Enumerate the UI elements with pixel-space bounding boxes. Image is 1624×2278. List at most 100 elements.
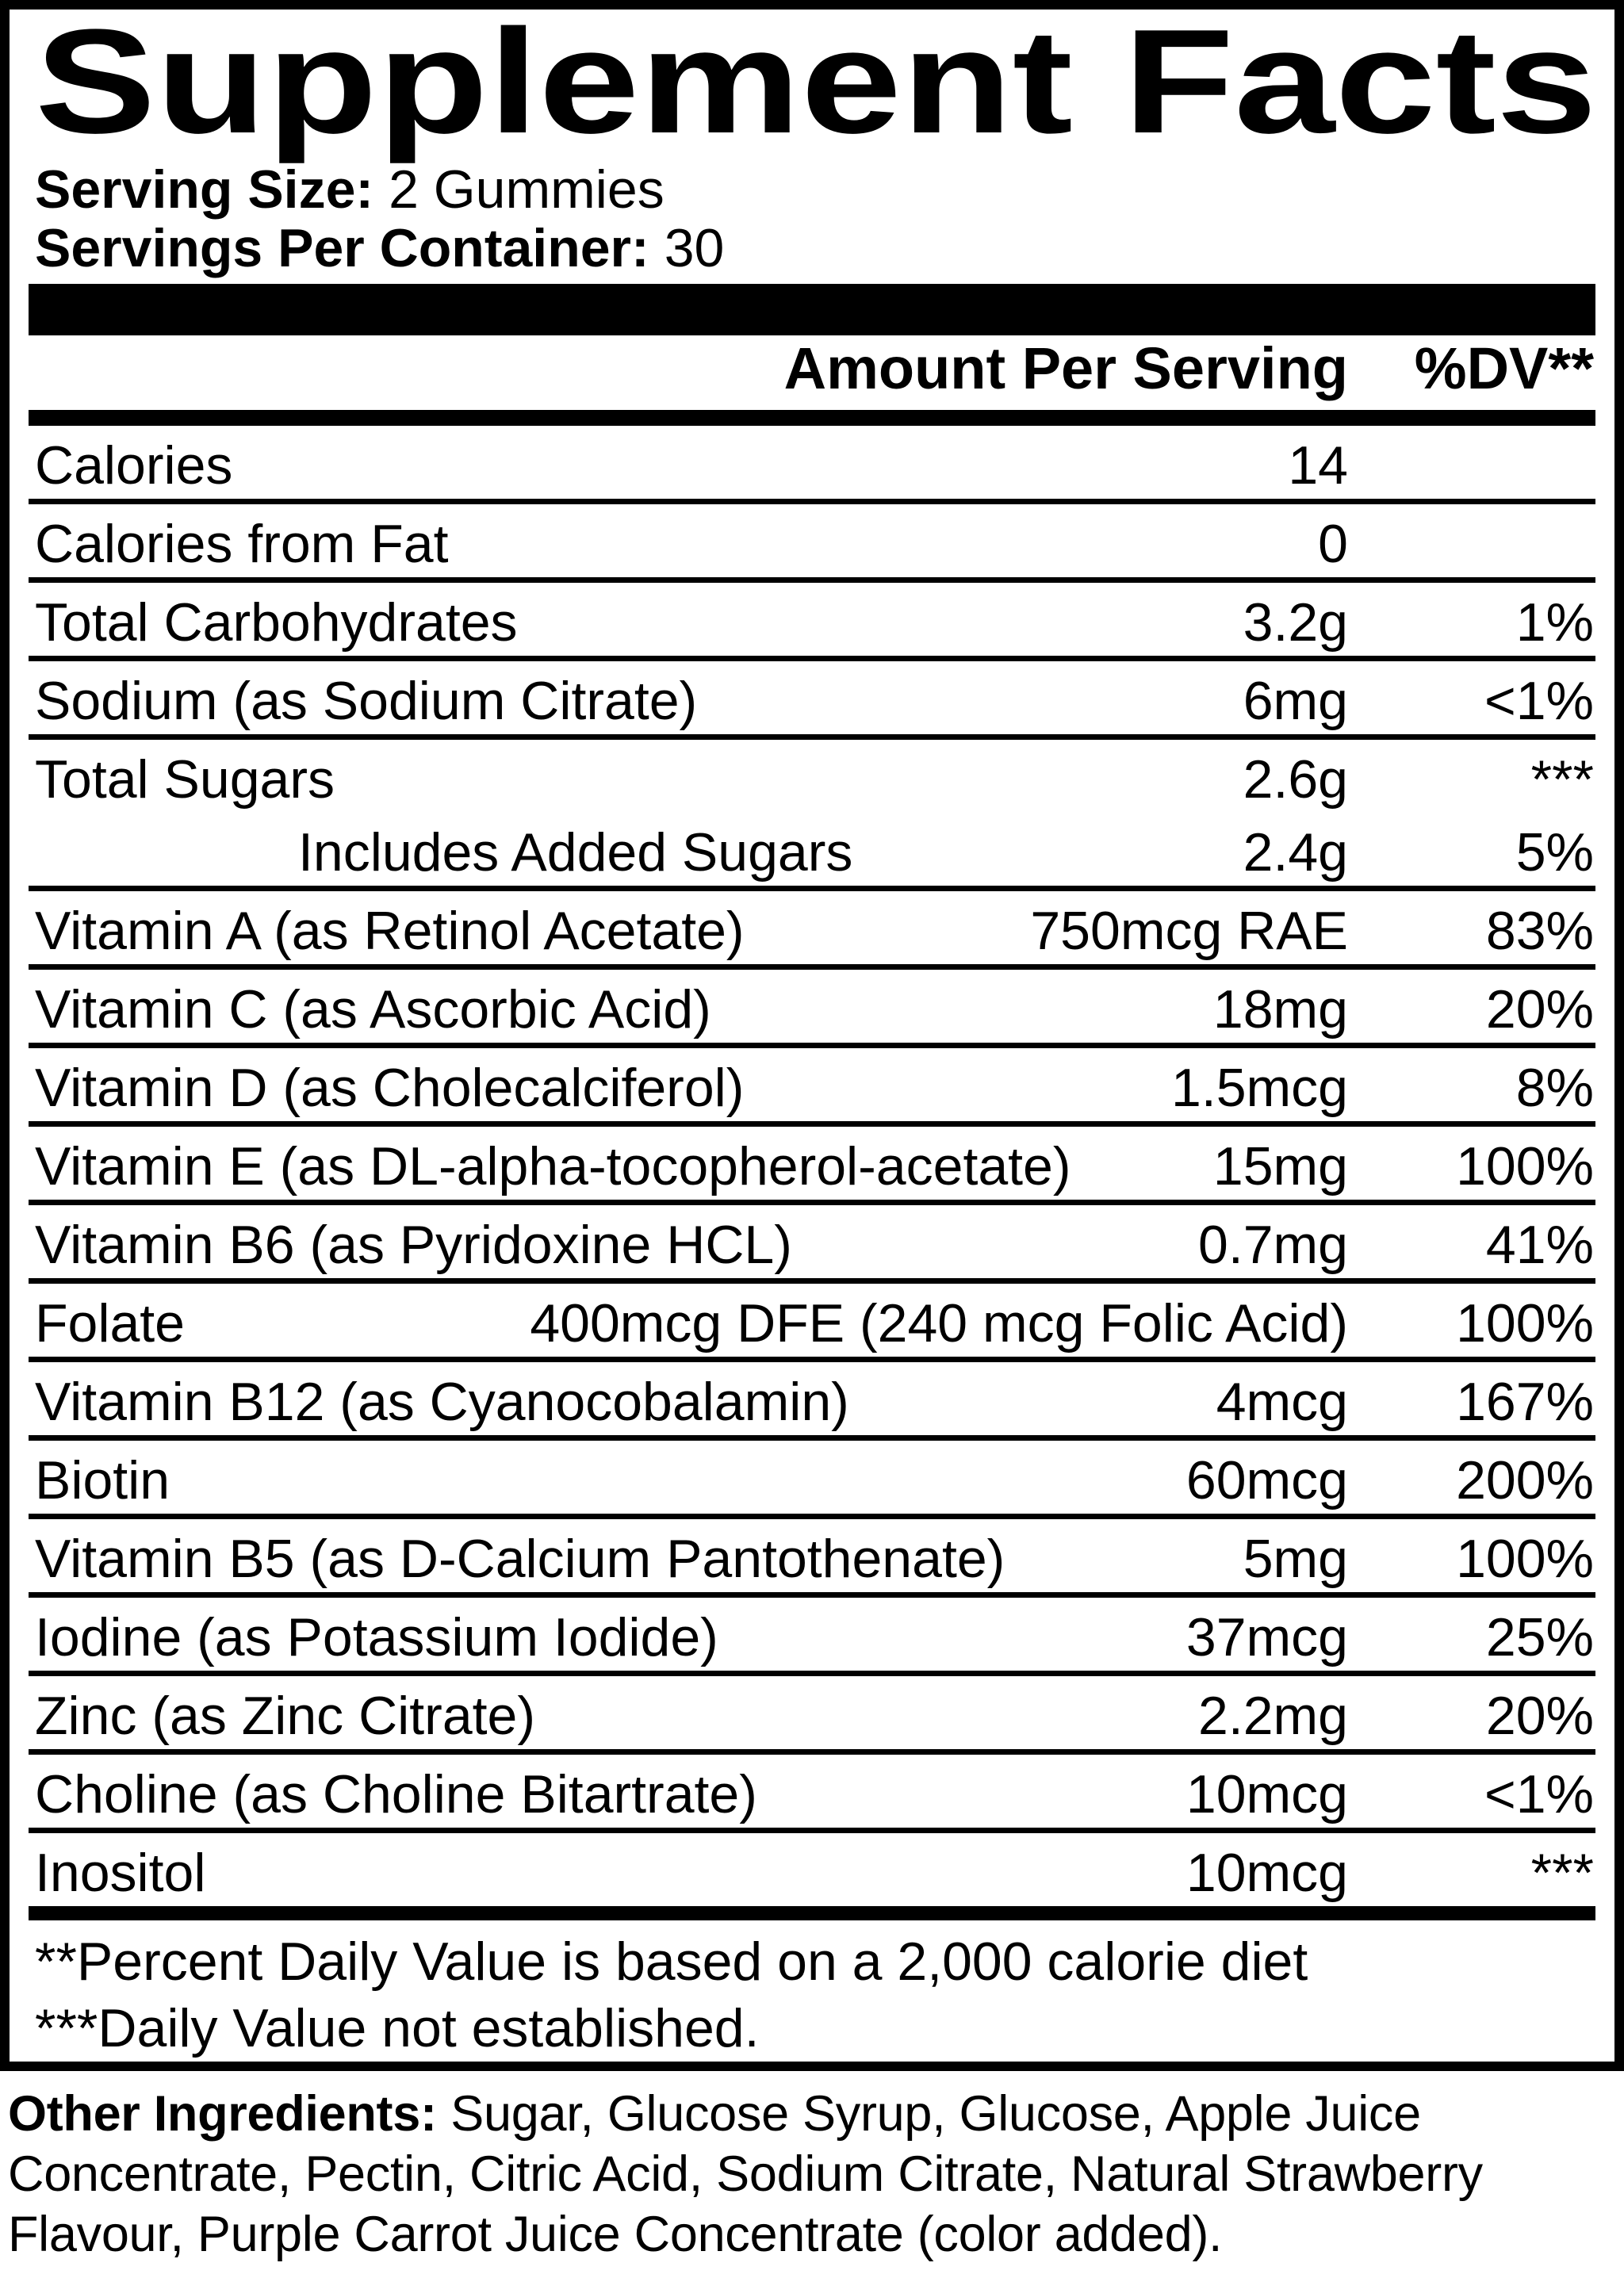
nutrient-name: Includes Added Sugars bbox=[298, 822, 853, 882]
table-row: Vitamin C (as Ascorbic Acid) 18mg 20% bbox=[10, 970, 1614, 1043]
table-row: Folate 400mcg DFE (240 mcg Folic Acid) 1… bbox=[10, 1284, 1614, 1357]
nutrient-rows: Calories 14 Calories from Fat 0 Total Ca… bbox=[10, 426, 1614, 1906]
nutrient-amount: 750mcg RAE bbox=[1030, 901, 1348, 961]
percent-dv-header: %DV** bbox=[1414, 335, 1594, 401]
divider-bar-top bbox=[29, 284, 1595, 335]
row-divider bbox=[29, 577, 1595, 583]
table-row: Vitamin A (as Retinol Acetate) 750mcg RA… bbox=[10, 891, 1614, 964]
nutrient-name: Biotin bbox=[35, 1450, 170, 1510]
nutrient-dv: 83% bbox=[1485, 901, 1594, 961]
serving-size-label: Serving Size: bbox=[35, 159, 374, 220]
facts-box: Supplement Facts Serving Size: 2 Gummies … bbox=[0, 0, 1624, 2071]
nutrient-name: Vitamin A (as Retinol Acetate) bbox=[35, 901, 745, 961]
row-divider bbox=[29, 1357, 1595, 1362]
table-row: Vitamin B6 (as Pyridoxine HCL) 0.7mg 41% bbox=[10, 1205, 1614, 1278]
footnotes: **Percent Daily Value is based on a 2,00… bbox=[10, 1920, 1614, 2062]
nutrient-name: Vitamin B12 (as Cyanocobalamin) bbox=[35, 1372, 849, 1432]
nutrient-dv: 200% bbox=[1456, 1450, 1594, 1510]
table-row: Inositol 10mcg *** bbox=[10, 1833, 1614, 1906]
nutrient-amount: 10mcg bbox=[1185, 1764, 1348, 1824]
row-divider bbox=[29, 1592, 1595, 1598]
divider-bar-header bbox=[29, 410, 1595, 426]
other-ingredients-line-2: Concentrate, Pectin, Citric Acid, Sodium… bbox=[8, 2146, 1483, 2202]
nutrient-dv: 20% bbox=[1485, 1686, 1594, 1746]
page-title-wrap: Supplement Facts bbox=[35, 0, 1597, 164]
nutrient-dv: 8% bbox=[1515, 1058, 1594, 1118]
table-row: Iodine (as Potassium Iodide) 37mcg 25% bbox=[10, 1598, 1614, 1671]
row-divider bbox=[29, 1828, 1595, 1833]
nutrient-amount: 18mg bbox=[1212, 979, 1348, 1039]
nutrient-amount: 6mg bbox=[1243, 671, 1348, 731]
divider-bar-footnotes bbox=[29, 1906, 1595, 1920]
nutrient-dv: 100% bbox=[1456, 1293, 1594, 1353]
other-ingredients-line-1: Other Ingredients: Sugar, Glucose Syrup, … bbox=[8, 2084, 1616, 2144]
servings-per-container-line: Servings Per Container: 30 bbox=[10, 219, 1614, 278]
nutrient-dv: <1% bbox=[1484, 671, 1594, 731]
other-ingredients-line-3: Flavour, Purple Carrot Juice Concentrate… bbox=[8, 2207, 1223, 2262]
page-title: Supplement Facts bbox=[35, 0, 1597, 164]
nutrient-amount: 60mcg bbox=[1185, 1450, 1348, 1510]
servings-per-container-label: Servings Per Container: bbox=[35, 218, 649, 278]
nutrient-dv: *** bbox=[1530, 1843, 1594, 1903]
row-divider bbox=[29, 1278, 1595, 1284]
table-header: Amount Per Serving %DV** bbox=[10, 335, 1614, 407]
nutrient-amount: 1.5mcg bbox=[1171, 1058, 1348, 1118]
nutrient-name: Vitamin D (as Cholecalciferol) bbox=[35, 1058, 745, 1118]
nutrient-name: Calories from Fat bbox=[35, 514, 449, 574]
nutrient-amount: 2.2mg bbox=[1198, 1686, 1348, 1746]
nutrient-name: Total Sugars bbox=[35, 749, 335, 810]
row-divider bbox=[29, 734, 1595, 740]
table-row: Includes Added Sugars 2.4g 5% bbox=[10, 813, 1614, 886]
table-row: Sodium (as Sodium Citrate) 6mg <1% bbox=[10, 661, 1614, 734]
row-divider bbox=[29, 1671, 1595, 1676]
serving-size-line: Serving Size: 2 Gummies bbox=[10, 160, 1614, 219]
serving-size-value: 2 Gummies bbox=[389, 159, 665, 220]
table-row: Vitamin B12 (as Cyanocobalamin) 4mcg 167… bbox=[10, 1362, 1614, 1435]
nutrient-name: Folate bbox=[35, 1293, 185, 1353]
nutrient-name: Vitamin B6 (as Pyridoxine HCL) bbox=[35, 1215, 792, 1275]
other-ingredients-text-1: Sugar, Glucose Syrup, Glucose, Apple Jui… bbox=[450, 2086, 1421, 2142]
nutrient-name: Choline (as Choline Bitartrate) bbox=[35, 1764, 757, 1824]
table-row: Zinc (as Zinc Citrate) 2.2mg 20% bbox=[10, 1676, 1614, 1749]
nutrient-dv: 20% bbox=[1485, 979, 1594, 1039]
row-divider bbox=[29, 499, 1595, 504]
table-row: Vitamin E (as DL-alpha-tocopherol-acetat… bbox=[10, 1127, 1614, 1200]
nutrient-dv: <1% bbox=[1484, 1764, 1594, 1824]
nutrient-name: Zinc (as Zinc Citrate) bbox=[35, 1686, 535, 1746]
nutrient-dv: *** bbox=[1530, 749, 1594, 810]
nutrient-amount: 5mg bbox=[1243, 1529, 1348, 1589]
nutrient-amount: 10mcg bbox=[1185, 1843, 1348, 1903]
nutrient-dv: 100% bbox=[1456, 1136, 1594, 1196]
nutrient-amount: 2.6g bbox=[1243, 749, 1348, 810]
nutrient-name: Vitamin E (as DL-alpha-tocopherol-acetat… bbox=[35, 1136, 1071, 1196]
nutrient-name: Sodium (as Sodium Citrate) bbox=[35, 671, 698, 731]
table-row: Biotin 60mcg 200% bbox=[10, 1441, 1614, 1514]
table-row: Choline (as Choline Bitartrate) 10mcg <1… bbox=[10, 1755, 1614, 1828]
row-divider bbox=[29, 1749, 1595, 1755]
row-divider bbox=[29, 886, 1595, 891]
nutrient-dv: 167% bbox=[1456, 1372, 1594, 1432]
table-row: Calories 14 bbox=[10, 426, 1614, 499]
row-divider bbox=[29, 1200, 1595, 1205]
nutrient-dv: 100% bbox=[1456, 1529, 1594, 1589]
nutrient-amount: 37mcg bbox=[1185, 1607, 1348, 1667]
nutrient-dv: 5% bbox=[1515, 822, 1594, 882]
nutrient-dv: 25% bbox=[1485, 1607, 1594, 1667]
nutrient-name: Vitamin C (as Ascorbic Acid) bbox=[35, 979, 711, 1039]
table-row: Vitamin D (as Cholecalciferol) 1.5mcg 8% bbox=[10, 1048, 1614, 1121]
row-divider bbox=[29, 1043, 1595, 1048]
row-divider bbox=[29, 656, 1595, 661]
table-row: Total Carbohydrates 3.2g 1% bbox=[10, 583, 1614, 656]
nutrient-amount: 0.7mg bbox=[1198, 1215, 1348, 1275]
table-row: Vitamin B5 (as D-Calcium Pantothenate) 5… bbox=[10, 1519, 1614, 1592]
table-row: Calories from Fat 0 bbox=[10, 504, 1614, 577]
row-divider bbox=[29, 964, 1595, 970]
other-ingredients-label: Other Ingredients: bbox=[8, 2086, 437, 2142]
row-divider bbox=[29, 1435, 1595, 1441]
nutrient-name: Total Carbohydrates bbox=[35, 592, 518, 653]
amount-per-serving-header: Amount Per Serving bbox=[783, 335, 1348, 401]
footnote-not-established: ***Daily Value not established. bbox=[35, 1998, 760, 2058]
nutrient-name: Iodine (as Potassium Iodide) bbox=[35, 1607, 718, 1667]
nutrient-dv: 41% bbox=[1485, 1215, 1594, 1275]
